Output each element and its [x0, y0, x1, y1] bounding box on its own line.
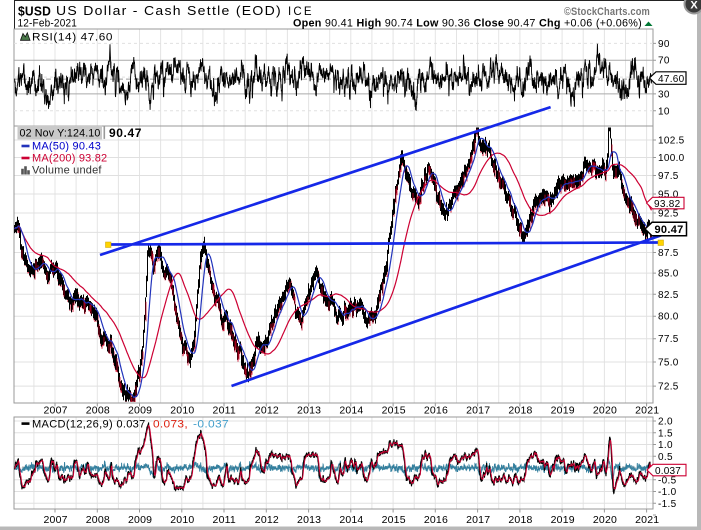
svg-text:0.037: 0.037	[655, 466, 681, 477]
svg-text:1.0: 1.0	[658, 440, 673, 451]
svg-text:85.0: 85.0	[658, 269, 679, 280]
svg-text:2020: 2020	[593, 405, 617, 417]
svg-text:47.60: 47.60	[658, 74, 685, 85]
svg-text:95.0: 95.0	[658, 190, 679, 201]
svg-text:2016: 2016	[424, 514, 448, 526]
svg-text:90: 90	[658, 39, 670, 50]
svg-text:97.5: 97.5	[658, 171, 679, 182]
svg-text:ICE: ICE	[288, 6, 314, 18]
svg-text:MACD(12,26,9) 0.037,: MACD(12,26,9) 0.037,	[32, 419, 149, 431]
svg-text:80.0: 80.0	[658, 312, 679, 323]
svg-text:2016: 2016	[424, 405, 448, 417]
svg-text:2.0: 2.0	[658, 417, 673, 428]
svg-text:-0.037: -0.037	[193, 419, 229, 431]
svg-text:2012: 2012	[255, 405, 279, 417]
svg-text:90.47: 90.47	[655, 224, 684, 236]
svg-text:30: 30	[658, 89, 670, 100]
svg-text:2007: 2007	[44, 514, 68, 526]
svg-text:2015: 2015	[382, 514, 406, 526]
svg-text:2008: 2008	[86, 514, 110, 526]
svg-text:2017: 2017	[466, 405, 490, 417]
svg-text:2013: 2013	[297, 405, 321, 417]
svg-text:2008: 2008	[86, 405, 110, 417]
svg-text:100.0: 100.0	[658, 153, 685, 164]
svg-text:72.5: 72.5	[658, 382, 679, 393]
svg-text:2014: 2014	[339, 514, 363, 526]
svg-text:82.5: 82.5	[658, 290, 679, 301]
svg-text:12-Feb-2021: 12-Feb-2021	[18, 18, 78, 30]
svg-text:2021: 2021	[635, 514, 659, 526]
svg-text:70: 70	[658, 56, 670, 67]
svg-text:77.5: 77.5	[658, 334, 679, 345]
svg-text:0.073,: 0.073,	[153, 419, 188, 431]
svg-text:2009: 2009	[128, 514, 152, 526]
svg-text:RSI(14) 47.60: RSI(14) 47.60	[32, 32, 113, 44]
svg-text:2014: 2014	[339, 405, 363, 417]
svg-text:2007: 2007	[44, 405, 68, 417]
svg-text:75.0: 75.0	[658, 358, 679, 369]
svg-text:2010: 2010	[170, 405, 194, 417]
svg-text:10: 10	[658, 106, 670, 117]
svg-text:2020: 2020	[593, 514, 617, 526]
svg-text:2010: 2010	[170, 514, 194, 526]
svg-text:-1.0: -1.0	[658, 487, 677, 498]
svg-text:2018: 2018	[508, 405, 532, 417]
svg-text:©StockCharts.com: ©StockCharts.com	[564, 6, 650, 18]
svg-text:92.5: 92.5	[658, 208, 679, 219]
svg-text:2013: 2013	[297, 514, 321, 526]
svg-text:-0.5: -0.5	[658, 475, 677, 486]
svg-text:0.5: 0.5	[658, 452, 673, 463]
svg-text:$USD: $USD	[18, 5, 51, 19]
svg-text:02 Nov Y:124.10: 02 Nov Y:124.10	[20, 127, 101, 139]
svg-text:2015: 2015	[382, 405, 406, 417]
svg-text:1.5: 1.5	[658, 428, 673, 439]
svg-text:2011: 2011	[213, 514, 236, 526]
svg-text:2017: 2017	[466, 514, 490, 526]
svg-text:2011: 2011	[213, 405, 236, 417]
svg-text:2019: 2019	[551, 405, 575, 417]
svg-text:X: X	[690, 0, 698, 12]
svg-text:2019: 2019	[551, 514, 575, 526]
svg-text:-1.5: -1.5	[658, 499, 677, 510]
svg-text:MA(50) 90.43: MA(50) 90.43	[32, 141, 101, 153]
svg-text:Open 90.41 High 90.74 Low 90.3: Open 90.41 High 90.74 Low 90.36 Close 90…	[293, 18, 642, 30]
svg-text:2018: 2018	[508, 514, 532, 526]
svg-text:2021: 2021	[635, 405, 659, 417]
svg-text:2009: 2009	[128, 405, 152, 417]
svg-text:87.5: 87.5	[658, 248, 679, 259]
svg-text:US Dollar - Cash Settle (EOD): US Dollar - Cash Settle (EOD)	[56, 3, 282, 18]
svg-text:90.47: 90.47	[109, 126, 142, 140]
svg-text:MA(200) 93.82: MA(200) 93.82	[32, 153, 107, 165]
svg-text:Volume undef: Volume undef	[32, 165, 102, 177]
svg-text:2012: 2012	[255, 514, 279, 526]
svg-text:102.5: 102.5	[658, 135, 685, 146]
svg-text:93.82: 93.82	[654, 199, 681, 210]
